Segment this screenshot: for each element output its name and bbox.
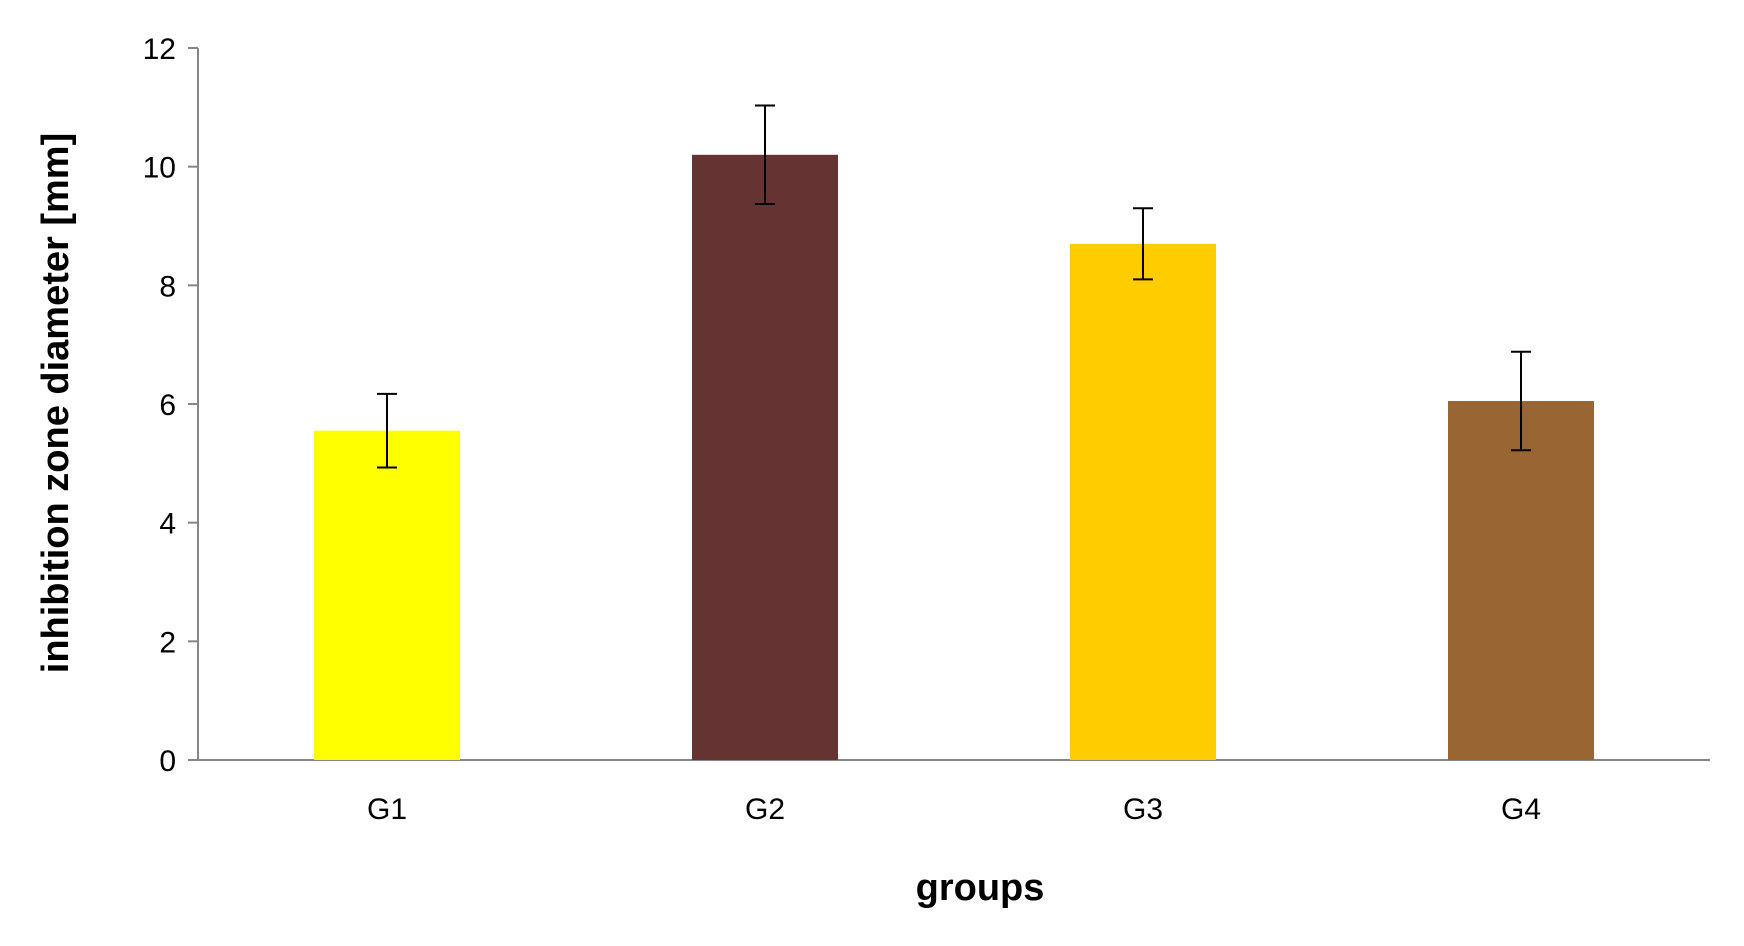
y-axis-title: inhibition zone diameter [mm] [35, 133, 77, 673]
y-axis: 0 2 4 6 8 10 12 [143, 33, 199, 778]
y-tick-label: 8 [159, 270, 176, 303]
bar-g3 [1070, 243, 1216, 761]
x-tick-label: G3 [1123, 793, 1163, 826]
x-tick-label: G4 [1501, 793, 1541, 826]
y-tick-label: 10 [143, 152, 176, 185]
bar-g1 [314, 430, 460, 760]
error-bars [377, 104, 1531, 469]
x-tick-label: G2 [745, 793, 785, 826]
x-axis-title: groups [916, 867, 1045, 909]
y-tick-label: 4 [159, 508, 176, 541]
x-axis: G1 G2 G3 G4 [198, 759, 1710, 826]
error-bar-g1 [377, 392, 397, 469]
x-tick-label: G1 [367, 793, 407, 826]
error-bar-g4 [1511, 350, 1531, 452]
bars [314, 154, 1594, 761]
bar-g2 [692, 154, 838, 761]
error-bar-g3 [1133, 207, 1153, 281]
y-tick-label: 0 [159, 745, 176, 778]
bar-g4 [1448, 401, 1594, 760]
y-tick-label: 6 [159, 389, 176, 422]
error-bar-g2 [755, 104, 775, 206]
y-tick-label: 12 [143, 33, 176, 66]
y-tick-label: 2 [159, 626, 176, 659]
